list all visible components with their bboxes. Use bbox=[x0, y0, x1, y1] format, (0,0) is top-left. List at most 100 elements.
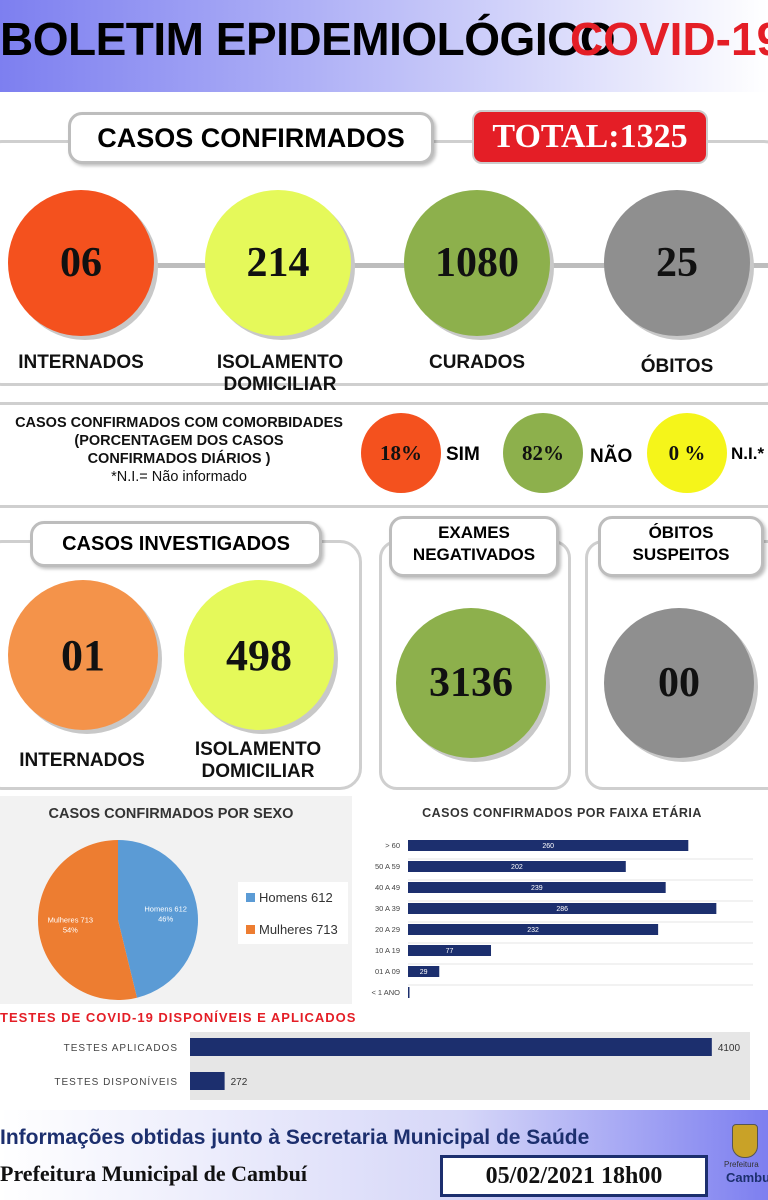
age-tick-label: 40 A 49 bbox=[375, 883, 400, 892]
age-bar-value: 202 bbox=[511, 864, 523, 871]
internados-circle: 06 bbox=[8, 190, 154, 336]
covid-title: COVID-19 bbox=[570, 13, 768, 65]
connector bbox=[748, 263, 768, 268]
exames-value: 3136 bbox=[429, 660, 513, 706]
confirmados-title: CASOS CONFIRMADOS bbox=[68, 112, 434, 164]
exames-title-line2: NEGATIVADOS bbox=[412, 545, 536, 564]
pie-slice-mulheres bbox=[37, 840, 137, 1000]
sim-circle: 18% bbox=[361, 413, 441, 493]
curados-label: CURADOS bbox=[428, 352, 526, 373]
connector bbox=[350, 263, 410, 268]
legend-label-mulheres: Mulheres 713 bbox=[259, 922, 338, 937]
isolamento-value: 214 bbox=[246, 240, 310, 286]
legend-item-homens: Homens 612 bbox=[246, 890, 333, 905]
age-bar bbox=[408, 924, 659, 935]
sexo-legend: Homens 612 Mulheres 713 bbox=[238, 882, 348, 944]
obitos-suspeitos-value: 00 bbox=[658, 660, 700, 706]
age-tick-label: 01 A 09 bbox=[375, 967, 400, 976]
exames-title-line1: EXAMES bbox=[438, 523, 510, 542]
exames-title: EXAMES NEGATIVADOS bbox=[389, 516, 559, 577]
obitos-label: ÓBITOS bbox=[640, 356, 714, 377]
legend-item-mulheres: Mulheres 713 bbox=[246, 922, 338, 937]
footer-prefeitura: Prefeitura Municipal de Cambuí bbox=[0, 1161, 307, 1186]
age-tick-label: < 1 ANO bbox=[371, 988, 400, 997]
curados-value: 1080 bbox=[435, 240, 519, 286]
testes-bar bbox=[190, 1072, 225, 1090]
age-tick-label: 20 A 29 bbox=[375, 925, 400, 934]
pie-slice-homens bbox=[118, 840, 198, 998]
footer-source: Informações obtidas junto à Secretaria M… bbox=[0, 1126, 590, 1149]
age-bar-value: 260 bbox=[542, 843, 554, 850]
age-bar-value: 286 bbox=[556, 906, 568, 913]
connector bbox=[150, 263, 210, 268]
age-bar bbox=[408, 945, 492, 956]
comorbidades-note: *N.I.= Não informado bbox=[111, 469, 247, 485]
age-tick-label: > 60 bbox=[385, 841, 400, 850]
coat-of-arms-icon bbox=[732, 1124, 758, 1158]
age-tick-label: 30 A 39 bbox=[375, 904, 400, 913]
obitos-suspeitos-line2: SUSPEITOS bbox=[632, 545, 730, 564]
investigados-title: CASOS INVESTIGADOS bbox=[30, 521, 322, 567]
ni-label: N.I.* bbox=[731, 444, 765, 463]
comorbidades-line3: CONFIRMADOS DIÁRIOS ) bbox=[87, 451, 271, 467]
pie-label-homens: Homens 612 bbox=[144, 904, 187, 913]
exames-circle: 3136 bbox=[396, 608, 546, 758]
age-bar-value: 29 bbox=[420, 969, 428, 976]
obitos-suspeitos-circle: 00 bbox=[604, 608, 754, 758]
internados-label: INTERNADOS bbox=[18, 352, 144, 373]
footer-logo: Prefeitura Cambuí bbox=[718, 1124, 768, 1198]
legend-label-homens: Homens 612 bbox=[259, 890, 333, 905]
sim-label: SIM bbox=[446, 444, 480, 465]
age-bar bbox=[408, 987, 410, 998]
faixa-bar-chart: > 60 260 50 A 59 202 40 A 49 239 30 A 39 286 20 … bbox=[371, 840, 753, 998]
nao-label: NÃO bbox=[590, 446, 633, 467]
isolamento-circle: 214 bbox=[205, 190, 351, 336]
isolamento-label: ISOLAMENTO DOMICILIAR bbox=[216, 352, 344, 395]
comorbidades-text: CASOS CONFIRMADOS COM COMORBIDADES (PORC… bbox=[0, 414, 358, 486]
inv-internados-value: 01 bbox=[61, 630, 105, 680]
comorbidades-line1: CASOS CONFIRMADOS COM COMORBIDADES bbox=[15, 415, 343, 431]
faixa-chart-title: CASOS CONFIRMADOS POR FAIXA ETÁRIA bbox=[422, 806, 702, 820]
curados-circle: 1080 bbox=[404, 190, 550, 336]
header-banner bbox=[0, 0, 768, 92]
testes-bar bbox=[190, 1038, 712, 1056]
testes-tick-label: TESTES APLICADOS bbox=[64, 1043, 178, 1054]
inv-isolamento-label: ISOLAMENTO DOMICILIAR bbox=[194, 739, 322, 782]
obitos-suspeitos-title: ÓBITOS SUSPEITOS bbox=[598, 516, 764, 577]
sim-value: 18% bbox=[380, 440, 422, 465]
comorbidades-line2: (PORCENTAGEM DOS CASOS bbox=[74, 433, 284, 449]
age-bar bbox=[408, 861, 626, 872]
age-bar-value: 77 bbox=[446, 948, 454, 955]
nao-value: 82% bbox=[522, 440, 564, 465]
inv-isolamento-circle: 498 bbox=[184, 580, 334, 730]
footer-datetime: 05/02/2021 18h00 bbox=[440, 1155, 708, 1197]
age-bar bbox=[408, 840, 689, 851]
obitos-circle: 25 bbox=[604, 190, 750, 336]
age-bar bbox=[408, 882, 666, 893]
internados-value: 06 bbox=[60, 240, 102, 286]
pie-label-mulheres: Mulheres 713 bbox=[48, 916, 93, 925]
age-bar-value: 232 bbox=[527, 927, 539, 934]
testes-tick-label: TESTES DISPONÍVEIS bbox=[54, 1075, 178, 1088]
ni-circle: 0 % bbox=[647, 413, 727, 493]
bulletin-title: BOLETIM EPIDEMIOLÓGICO bbox=[0, 13, 616, 65]
pie-percent-homens: 46% bbox=[158, 914, 173, 923]
ni-value: 0 % bbox=[668, 440, 706, 465]
connector bbox=[550, 263, 610, 268]
sexo-chart-title: CASOS CONFIRMADOS POR SEXO bbox=[48, 806, 294, 822]
nao-circle: 82% bbox=[503, 413, 583, 493]
logo-text-2: Cambuí bbox=[726, 1170, 768, 1185]
inv-internados-circle: 01 bbox=[8, 580, 158, 730]
obitos-value: 25 bbox=[656, 240, 698, 286]
inv-isolamento-value: 498 bbox=[226, 630, 292, 680]
testes-bar-value: 272 bbox=[231, 1077, 248, 1088]
logo-text-1: Prefeitura bbox=[724, 1160, 759, 1169]
inv-internados-label: INTERNADOS bbox=[19, 750, 145, 771]
legend-swatch-mulheres bbox=[246, 925, 255, 934]
total-badge: TOTAL:1325 bbox=[472, 110, 708, 164]
testes-bar-value: 4100 bbox=[718, 1043, 741, 1054]
testes-bar-chart: TESTES APLICADOS 4100 TESTES DISPONÍVEIS 27… bbox=[54, 1032, 750, 1100]
age-tick-label: 10 A 19 bbox=[375, 946, 400, 955]
age-tick-label: 50 A 59 bbox=[375, 862, 400, 871]
